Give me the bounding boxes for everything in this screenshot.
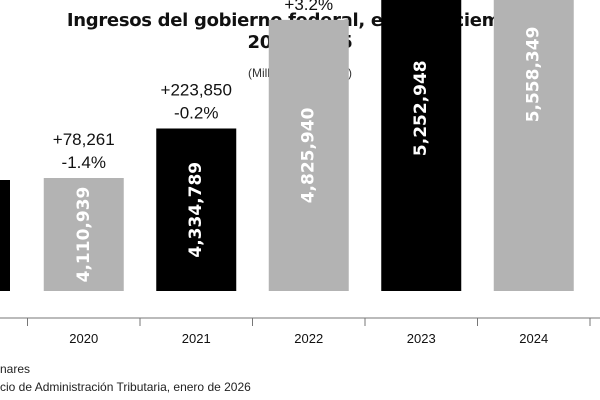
bar-partial-left <box>0 180 10 291</box>
pct-change-label-2021: -0.2% <box>174 103 218 122</box>
footnote-source: cio de Administración Tributaria, enero … <box>0 380 251 394</box>
bar-value-label-2023: 5,252,948 <box>411 60 431 156</box>
x-tick-label-2023: 2023 <box>407 331 436 346</box>
bar-value-label-2022: 4,825,940 <box>299 107 319 203</box>
bar-value-label-2021: 4,334,789 <box>186 162 206 258</box>
pct-change-label-2022: +3.2% <box>284 0 333 14</box>
abs-change-label-2021: +223,850 <box>161 80 232 99</box>
x-tick-label-2021: 2021 <box>182 331 211 346</box>
x-tick-label-2022: 2022 <box>294 331 323 346</box>
bar-2020 <box>43 178 124 291</box>
x-tick-label-2020: 2020 <box>69 331 98 346</box>
bar-2022 <box>268 19 349 292</box>
footnote-notes: nares <box>0 362 31 376</box>
bar-value-label-2020: 4,110,939 <box>74 187 94 283</box>
bar-2023 <box>381 0 462 292</box>
pct-change-label-2020: -1.4% <box>62 153 106 172</box>
abs-change-label-2020: +78,261 <box>53 130 115 149</box>
x-tick-label-2024: 2024 <box>519 331 548 346</box>
bar-value-label-2024: 5,558,349 <box>524 27 544 123</box>
bar-2024 <box>493 0 574 291</box>
bar-2021 <box>156 128 237 291</box>
